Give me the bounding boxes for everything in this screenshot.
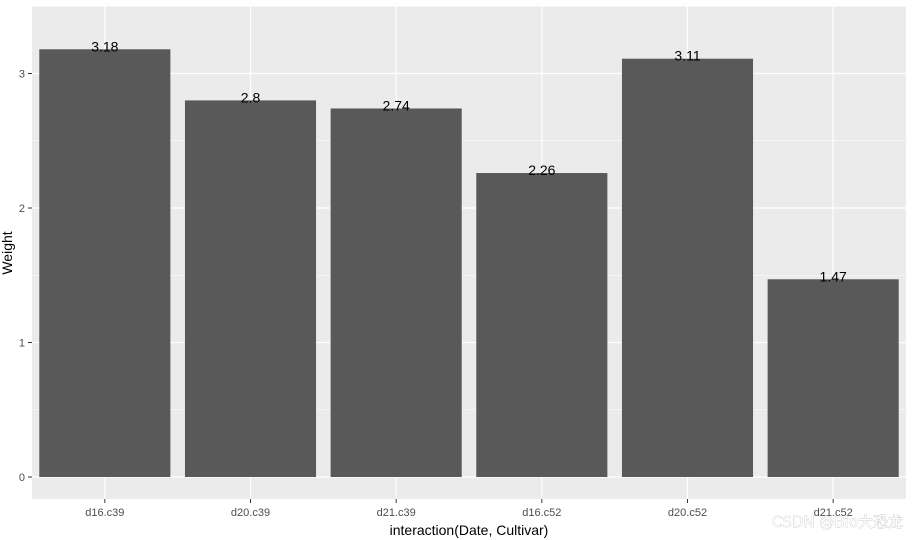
data-label-d16.c52: 2.26 xyxy=(528,162,555,178)
data-label-d16.c39: 3.18 xyxy=(91,38,118,54)
data-label-d20.c39: 2.8 xyxy=(241,89,261,105)
bar-d16.c52 xyxy=(476,173,608,477)
x-axis: d16.c39 d20.c39 d21.c39 d16.c52 d20.c52 d21.c… xyxy=(85,499,853,519)
data-label-d21.c52: 1.47 xyxy=(820,268,847,284)
x-tick-label: d16.c39 xyxy=(85,507,124,519)
y-axis: 0 1 2 3 xyxy=(19,69,32,484)
x-tick-label: d21.c39 xyxy=(377,507,416,519)
y-tick-label: 3 xyxy=(19,69,25,81)
grid-minor xyxy=(32,5,906,411)
data-labels: 3.18 2.8 2.74 2.26 3.11 1.47 xyxy=(91,38,847,284)
plot-panel xyxy=(32,6,906,499)
bar-d16.c39 xyxy=(39,49,171,477)
bar-d20.c52 xyxy=(621,58,754,477)
y-tick-label: 0 xyxy=(19,472,25,484)
x-tick-label: d16.c52 xyxy=(522,507,561,519)
bar-d20.c39 xyxy=(184,100,317,478)
x-tick-label: d20.c52 xyxy=(668,507,707,519)
bar-d21.c52 xyxy=(767,279,899,477)
bar-d21.c39 xyxy=(330,108,462,477)
x-tick-label: d21.c52 xyxy=(814,507,853,519)
y-axis-title: Weight xyxy=(0,231,15,274)
y-tick-label: 2 xyxy=(19,203,25,215)
y-tick-label: 1 xyxy=(19,338,25,350)
bars xyxy=(39,49,899,478)
data-label-d21.c39: 2.74 xyxy=(383,97,410,113)
x-axis-title: interaction(Date, Cultivar) xyxy=(390,522,549,538)
watermark-text: CSDN @Bio大恐龙 xyxy=(772,513,903,531)
data-label-d20.c52: 3.11 xyxy=(674,48,700,64)
x-tick-label: d20.c39 xyxy=(231,507,270,519)
